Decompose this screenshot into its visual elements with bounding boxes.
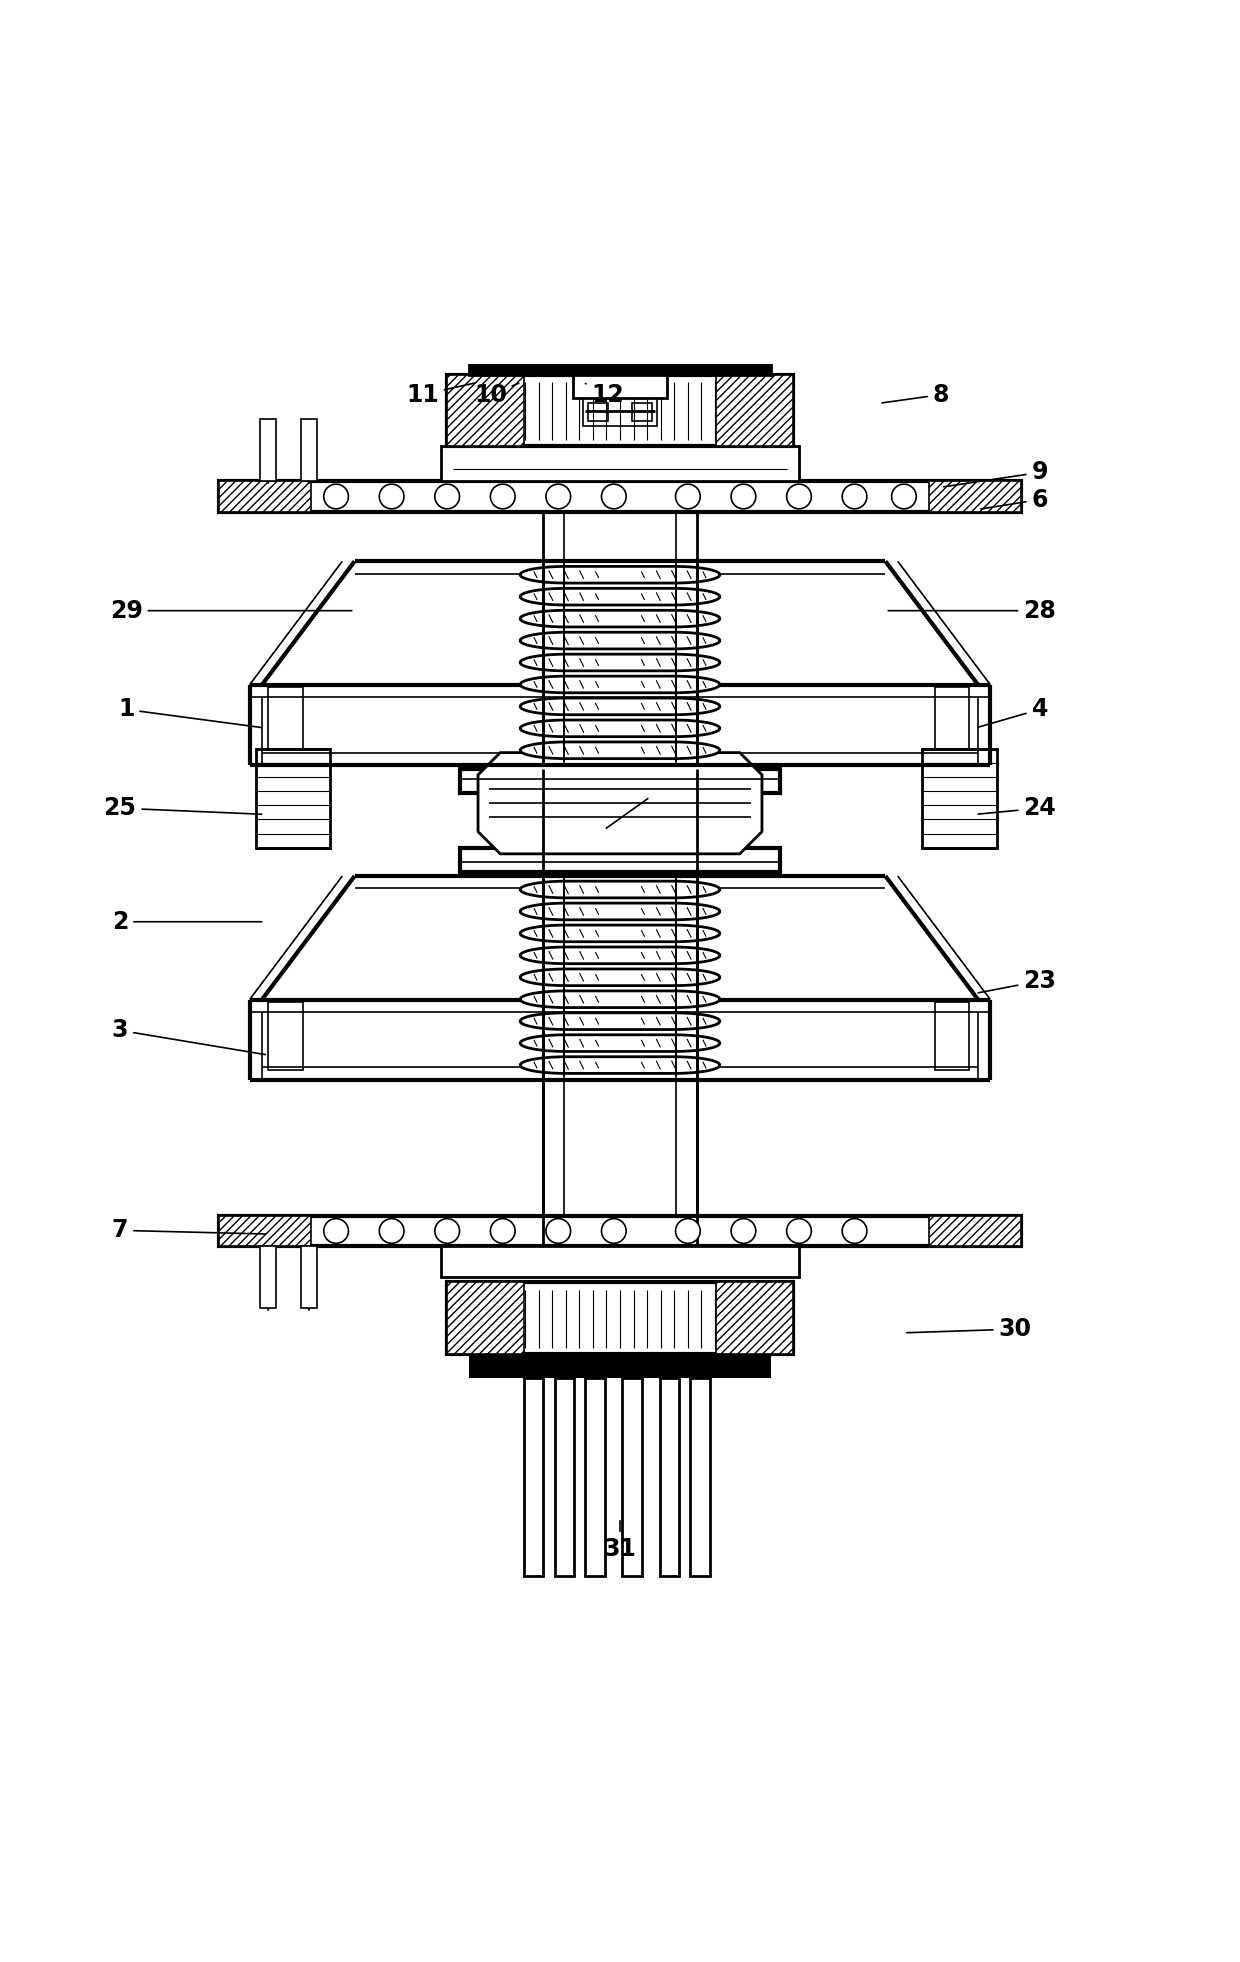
Text: 8: 8 xyxy=(882,383,949,406)
Bar xyxy=(460,769,780,793)
Polygon shape xyxy=(521,632,719,649)
Bar xyxy=(448,1283,523,1354)
Text: 25: 25 xyxy=(104,797,262,820)
Text: 6: 6 xyxy=(981,489,1048,512)
Circle shape xyxy=(546,1218,570,1244)
Bar xyxy=(255,749,330,848)
Polygon shape xyxy=(521,1058,719,1073)
Bar xyxy=(717,375,792,447)
Circle shape xyxy=(786,485,811,508)
Circle shape xyxy=(435,485,460,508)
Circle shape xyxy=(842,485,867,508)
Text: 29: 29 xyxy=(110,598,352,622)
Polygon shape xyxy=(521,991,719,1008)
Circle shape xyxy=(601,485,626,508)
Bar xyxy=(260,1246,277,1309)
Text: 2: 2 xyxy=(112,910,262,934)
Text: 10: 10 xyxy=(474,383,518,406)
Bar xyxy=(523,1379,543,1575)
Bar xyxy=(632,404,652,420)
Circle shape xyxy=(732,485,756,508)
Bar xyxy=(929,1216,1022,1246)
Polygon shape xyxy=(479,753,761,853)
Text: 9: 9 xyxy=(944,461,1048,487)
Bar xyxy=(923,749,997,848)
Circle shape xyxy=(601,1218,626,1244)
Bar xyxy=(268,1003,303,1069)
Text: 31: 31 xyxy=(604,1521,636,1562)
Bar xyxy=(573,375,667,398)
Polygon shape xyxy=(521,567,719,583)
Polygon shape xyxy=(521,677,719,693)
Polygon shape xyxy=(521,924,719,942)
Bar xyxy=(585,1379,605,1575)
Text: 11: 11 xyxy=(407,383,475,406)
Bar xyxy=(218,481,311,512)
Text: 30: 30 xyxy=(906,1317,1032,1342)
Circle shape xyxy=(842,1218,867,1244)
Polygon shape xyxy=(521,742,719,759)
Polygon shape xyxy=(521,948,719,963)
Circle shape xyxy=(490,1218,515,1244)
Circle shape xyxy=(324,485,348,508)
Circle shape xyxy=(379,1218,404,1244)
Bar xyxy=(588,404,608,420)
Polygon shape xyxy=(521,881,719,899)
Bar xyxy=(583,398,657,426)
Circle shape xyxy=(379,485,404,508)
Bar xyxy=(441,447,799,481)
Text: 12: 12 xyxy=(585,383,624,406)
Bar xyxy=(268,687,303,755)
Circle shape xyxy=(435,1218,460,1244)
Bar xyxy=(460,848,780,873)
Bar xyxy=(301,1246,317,1309)
Bar xyxy=(218,481,1022,512)
Bar xyxy=(470,349,770,375)
Polygon shape xyxy=(521,720,719,736)
Bar xyxy=(929,481,1022,512)
Circle shape xyxy=(892,485,916,508)
Polygon shape xyxy=(521,589,719,604)
Bar xyxy=(660,1379,680,1575)
Bar xyxy=(717,1283,792,1354)
Bar xyxy=(448,375,792,447)
Bar xyxy=(218,1216,1022,1246)
Circle shape xyxy=(676,1218,701,1244)
Bar xyxy=(448,1283,792,1354)
Bar xyxy=(260,420,277,481)
Bar xyxy=(470,1354,770,1379)
Polygon shape xyxy=(521,1034,719,1052)
Text: 1: 1 xyxy=(118,697,262,728)
Circle shape xyxy=(490,485,515,508)
Bar xyxy=(448,375,523,447)
Text: 23: 23 xyxy=(978,969,1056,993)
Circle shape xyxy=(324,1218,348,1244)
Bar xyxy=(935,1003,970,1069)
Text: 7: 7 xyxy=(112,1218,265,1242)
Polygon shape xyxy=(521,1012,719,1030)
Text: 4: 4 xyxy=(978,697,1048,728)
Bar xyxy=(935,687,970,755)
Circle shape xyxy=(676,485,701,508)
Circle shape xyxy=(786,1218,811,1244)
Text: 3: 3 xyxy=(112,1018,265,1056)
Text: 24: 24 xyxy=(978,797,1056,820)
Bar xyxy=(554,1379,574,1575)
Polygon shape xyxy=(521,653,719,671)
Bar xyxy=(441,1246,799,1277)
Text: 28: 28 xyxy=(888,598,1056,622)
Circle shape xyxy=(732,1218,756,1244)
Bar xyxy=(218,1216,311,1246)
Bar xyxy=(301,420,317,481)
Bar xyxy=(622,1379,642,1575)
Polygon shape xyxy=(521,698,719,714)
Polygon shape xyxy=(521,903,719,920)
Polygon shape xyxy=(521,969,719,985)
Bar xyxy=(691,1379,711,1575)
Polygon shape xyxy=(521,610,719,628)
Circle shape xyxy=(546,485,570,508)
